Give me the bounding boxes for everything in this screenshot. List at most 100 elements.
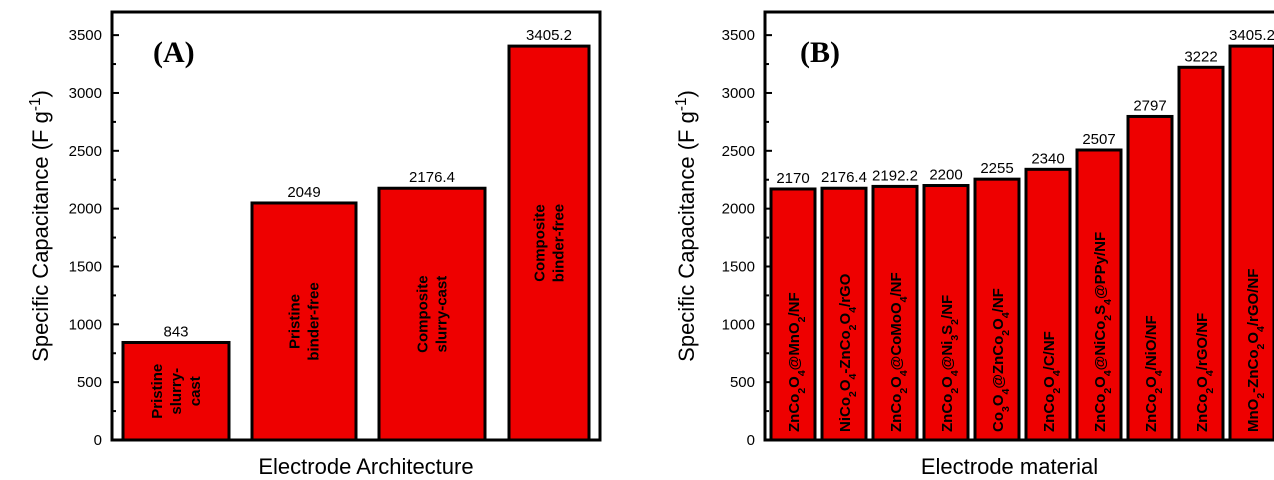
panel-b: 05001000150020002500300035002170ZnCo2O4@… <box>673 10 1274 479</box>
panel-b-category-label-5: ZnCo2O4/C/NF <box>1041 331 1063 432</box>
panel-b-category-label-7-run-3: 4 <box>1153 370 1165 376</box>
panel-b-category-label-2-run-2: O <box>888 376 905 388</box>
panel-a-category-label-0: Pristine slurry-cast <box>149 364 204 419</box>
panel-b-category-label-5-run-3: 4 <box>1051 370 1063 376</box>
panel-b-category-label-6-run-7: 4 <box>1102 299 1114 305</box>
panel-a-ytick-label-1: 500 <box>77 374 102 391</box>
panel-b-category-label-4-run-1: 3 <box>1000 406 1012 412</box>
panel-b-category-label-3-run-2: O <box>939 376 956 388</box>
panel-b-category-label-7: ZnCo2O4/NiO/NF <box>1143 315 1165 432</box>
panel-b-y-axis-title-main: Specific Capacitance (F g <box>674 111 699 362</box>
panel-b-category-label-9-run-2: -ZnCo <box>1245 350 1262 393</box>
panel-b-category-label-2-run-5: 4 <box>898 296 910 302</box>
panel-b-category-label-0-run-5: 2 <box>796 316 808 322</box>
panel-b-category-label-3: ZnCo2O4@Ni3S2/NF <box>939 295 961 432</box>
panel-a-y-axis-title-end: ) <box>28 90 53 97</box>
panel-b-category-label-6-run-6: S <box>1092 305 1109 315</box>
panel-b-category-label-8-run-4: /rGO/NF <box>1194 313 1211 371</box>
panel-b-ytick-label-2: 1000 <box>722 316 755 333</box>
panel-b-category-label-0-run-3: 4 <box>796 370 808 376</box>
panel-b-category-label-4-run-4: @ZnCo <box>990 336 1007 389</box>
panel-b-x-axis-title: Electrode material <box>921 454 1098 479</box>
panel-b-category-label-8-run-2: O <box>1194 376 1211 388</box>
panel-b-category-label-8-run-0: ZnCo <box>1194 394 1211 432</box>
panel-b-category-label-4-run-2: O <box>990 394 1007 406</box>
panel-a-category-line-3-1: binder-free <box>551 204 568 282</box>
panel-a-category-line-2-0: Composite <box>415 275 432 353</box>
panel-b-y-axis-title-sup: -1 <box>673 97 690 111</box>
panel-a-ytick-label-0: 0 <box>94 432 102 449</box>
panel-a-data-label-2: 2176.4 <box>409 169 455 186</box>
panel-b-category-label-1-run-3: 4 <box>847 373 859 379</box>
panel-b-category-label-9-run-5: 4 <box>1255 326 1267 332</box>
panel-b-category-label-0-run-2: O <box>786 376 803 388</box>
panel-b-category-label-0-run-0: ZnCo <box>786 394 803 432</box>
panel-a-category-label-2: Composite slurry-cast <box>415 275 451 353</box>
panel-b-category-label-1-run-5: 2 <box>847 324 859 330</box>
panel-b-data-label-3: 2200 <box>929 167 962 184</box>
panel-b-category-label-0-run-1: 2 <box>796 388 808 394</box>
panel-b-ytick-label-1: 500 <box>730 374 755 391</box>
panel-a-category-line-0-2: cast <box>187 376 204 406</box>
panel-b-category-label-3-run-0: ZnCo <box>939 394 956 432</box>
panel-b-label: (B) <box>800 36 840 69</box>
panel-b-data-label-7: 2797 <box>1133 97 1166 114</box>
panel-b-category-label-9: MnO2-ZnCo2O4/rGO/NF <box>1245 269 1267 432</box>
panel-b-bar-2 <box>871 184 919 442</box>
panel-b-category-label-3-run-5: 3 <box>949 335 961 341</box>
panel-b-category-label-1-run-4: -ZnCo <box>837 330 854 373</box>
panel-b-ytick-label-3: 1500 <box>722 258 755 275</box>
panel-a-data-label-3: 3405.2 <box>526 27 572 44</box>
panel-b-bar-3 <box>922 184 970 442</box>
panel-b-category-label-0-run-4: @MnO <box>786 322 803 370</box>
panel-a-ytick-label-5: 2500 <box>69 143 102 160</box>
panel-b-category-label-4-run-5: 2 <box>1000 330 1012 336</box>
panel-b-category-label-2-run-3: 4 <box>898 370 910 376</box>
panel-b-category-label-0: ZnCo2O4@MnO2/NF <box>786 292 808 432</box>
panel-a-category-line-0-1: slurry- <box>168 368 185 415</box>
panel-b-data-label-6: 2507 <box>1082 131 1115 148</box>
panel-a-bar-0 <box>121 340 231 442</box>
panel-b-category-label-8-run-1: 2 <box>1204 388 1216 394</box>
panel-b-category-label-3-run-8: /NF <box>939 295 956 319</box>
panel-b-category-label-9-run-1: 2 <box>1255 393 1267 399</box>
panel-a-category-line-1-1: binder-free <box>306 282 323 360</box>
panel-b-data-label-8: 3222 <box>1184 48 1217 65</box>
panel-b-category-label-9-run-6: /rGO/NF <box>1245 269 1262 327</box>
panel-b-bar-7 <box>1126 114 1174 442</box>
panel-b-category-label-9-run-3: 2 <box>1255 344 1267 350</box>
panel-a-ytick-label-3: 1500 <box>69 258 102 275</box>
panel-b-category-label-2-run-6: /NF <box>888 272 905 296</box>
panel-b-category-label-2-run-1: 2 <box>898 388 910 394</box>
panel-b-category-label-7-run-0: ZnCo <box>1143 394 1160 432</box>
panel-b-category-label-4-run-0: Co <box>990 412 1007 432</box>
panel-b-category-label-1-run-2: O <box>837 379 854 391</box>
panel-b-category-label-3-run-7: 2 <box>949 319 961 325</box>
panel-a-bar-3 <box>507 44 591 442</box>
panel-b-category-label-4: Co3O4@ZnCo2O4/NF <box>990 288 1012 432</box>
panel-b-category-label-9-run-0: MnO <box>1245 398 1262 432</box>
panel-b-category-label-6-run-3: 4 <box>1102 370 1114 376</box>
panel-b-category-label-4-run-6: O <box>990 318 1007 330</box>
panel-b-data-label-1: 2176.4 <box>821 169 867 186</box>
panel-b-ytick-label-6: 3000 <box>722 85 755 102</box>
panel-a-ytick-label-7: 3500 <box>69 27 102 44</box>
panel-b-bar-1 <box>820 186 868 442</box>
panel-a-category-line-3-0: Composite <box>532 204 549 282</box>
panel-b-category-label-6: ZnCo2O4@NiCo2S4@PPy/NF <box>1092 232 1114 432</box>
panel-b-category-label-8: ZnCo2O4/rGO/NF <box>1194 313 1216 432</box>
panel-b-data-label-2: 2192.2 <box>872 167 918 184</box>
panel-b-category-label-6-run-4: @NiCo <box>1092 321 1109 371</box>
panel-b-category-label-6-run-1: 2 <box>1102 388 1114 394</box>
panel-b-bar-6 <box>1075 148 1123 442</box>
panel-b-category-label-5-run-2: O <box>1041 376 1058 388</box>
panel-b-category-label-6-run-0: ZnCo <box>1092 394 1109 432</box>
panel-a-y-axis-title: Specific Capacitance (F g-1) <box>27 90 54 362</box>
panel-a-category-line-2-1: slurry-cast <box>434 276 451 353</box>
panel-b-category-label-1-run-7: 4 <box>847 307 859 313</box>
panel-b-ytick-label-0: 0 <box>747 432 755 449</box>
panel-b-ytick-label-4: 2000 <box>722 201 755 218</box>
panel-a-data-label-0: 843 <box>163 323 188 340</box>
